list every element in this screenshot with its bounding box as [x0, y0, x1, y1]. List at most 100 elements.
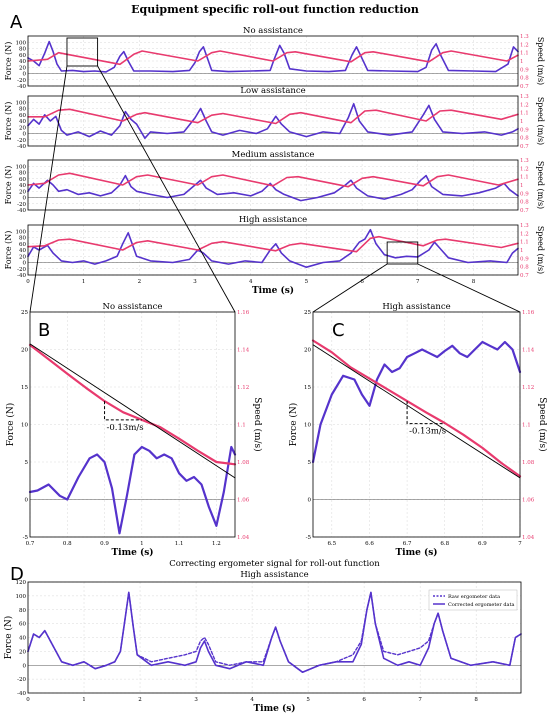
y-tick-label-left: 5 — [308, 460, 312, 466]
y-tick-label-left: 0 — [23, 196, 27, 202]
plot-frame — [27, 159, 519, 211]
legend-label: Corrected ergometer data — [448, 602, 515, 608]
y-axis-label-left: Force (N) — [288, 403, 299, 447]
y-tick-label-left: 80 — [19, 47, 26, 53]
y-tick-label-left: 5 — [25, 460, 29, 466]
y-tick-label-right: 1.3 — [520, 34, 529, 40]
speed-series-line — [27, 172, 519, 188]
y-tick-label-right: 0.7 — [520, 208, 529, 214]
chart-title: High assistance — [239, 215, 307, 225]
y-tick-label-left: 20 — [19, 65, 26, 71]
speed-series-line — [311, 339, 522, 478]
zoom-connector-line — [97, 65, 236, 313]
y-tick-label-left: 60 — [19, 53, 26, 59]
x-tick-label: 8 — [474, 697, 478, 703]
y-tick-label-left: 0 — [23, 72, 27, 78]
speed-series-line — [28, 343, 237, 466]
y-tick-label-right: 1.08 — [522, 460, 535, 466]
y-tick-label-right: 0.9 — [520, 127, 529, 133]
chart-subtitle: High assistance — [240, 570, 308, 580]
y-tick-label-right: 1.08 — [237, 460, 250, 466]
y-tick-label-right: 1.2 — [520, 102, 529, 108]
speed-series-line — [27, 108, 519, 125]
x-tick-label: 5 — [305, 279, 309, 285]
y-tick-label-right: 1.14 — [237, 348, 250, 354]
fit-line — [29, 343, 236, 479]
y-tick-label-right: 0.9 — [520, 191, 529, 197]
x-tick-label: 5 — [306, 697, 310, 703]
y-tick-label-right: 1.12 — [522, 385, 534, 391]
y-tick-label-left: -20 — [17, 202, 26, 208]
y-tick-label-right: 0.8 — [520, 200, 529, 206]
y-tick-label-left: 80 — [19, 107, 26, 113]
x-tick-label: 8 — [472, 279, 476, 285]
zoom-connector-line — [417, 263, 521, 313]
y-tick-label-left: 60 — [19, 242, 26, 248]
y-tick-label-left: 80 — [19, 236, 26, 242]
zoom-box-no-assistance — [66, 37, 99, 67]
y-tick-label-left: -40 — [17, 144, 26, 150]
y-tick-label-right: 1.12 — [237, 385, 249, 391]
y-tick-label-left: 40 — [19, 59, 26, 65]
y-tick-label-left: -40 — [17, 691, 26, 697]
y-tick-label-right: 1.1 — [520, 240, 529, 246]
y-axis-label-right: Speed (m/s) — [536, 97, 545, 145]
x-tick-label: 0.8 — [63, 541, 72, 547]
y-axis-label-left: Force (N) — [4, 166, 13, 205]
x-tick-label: 6.5 — [327, 541, 336, 547]
y-tick-label-left: 80 — [19, 608, 26, 614]
slope-annotation-label: -0.13m/s — [409, 427, 446, 437]
chart-title: Correcting ergometer signal for roll-out… — [169, 559, 380, 569]
x-tick-label: 7 — [518, 541, 522, 547]
y-tick-label-right: 1.1 — [520, 175, 529, 181]
zoom-box-high-assistance — [386, 241, 419, 265]
y-tick-label-right: 1.2 — [520, 42, 529, 48]
force-series-line — [27, 591, 522, 673]
x-tick-label: 3 — [193, 279, 197, 285]
y-tick-label-left: 0 — [23, 261, 27, 267]
legend-label: Raw ergometer data — [448, 594, 500, 600]
y-tick-label-left: 25 — [21, 310, 28, 316]
x-tick-label: 2 — [138, 279, 142, 285]
y-tick-label-right: 1.2 — [520, 166, 529, 172]
x-tick-label: 4 — [250, 697, 254, 703]
y-tick-label-left: 20 — [19, 649, 26, 655]
x-tick-label: 6.9 — [478, 541, 487, 547]
x-tick-label: 6 — [362, 697, 366, 703]
y-tick-label-left: 15 — [304, 385, 311, 391]
y-tick-label-right: 1.06 — [522, 498, 535, 504]
slope-annotation-label: -0.13m/s — [107, 423, 144, 433]
y-tick-label-left: -20 — [17, 138, 26, 144]
plot-frame — [27, 224, 519, 276]
y-tick-label-left: 20 — [21, 348, 28, 354]
chart-title: Medium assistance — [232, 150, 315, 160]
y-tick-label-left: -20 — [17, 267, 26, 273]
y-tick-label-right: 0.9 — [520, 67, 529, 73]
y-tick-label-left: 0 — [308, 498, 312, 504]
x-tick-label: 0.9 — [100, 541, 109, 547]
panel-letter-c: C — [332, 320, 345, 341]
y-axis-label-right: Speed (m/s) — [252, 397, 263, 451]
zoom-connector-line — [312, 263, 388, 313]
y-tick-label-left: 20 — [304, 348, 311, 354]
x-tick-label: 6.8 — [440, 541, 449, 547]
figure-title: Equipment specific roll-out function red… — [131, 3, 419, 16]
plot-frame — [312, 311, 521, 538]
x-tick-label: 6 — [360, 279, 364, 285]
x-tick-label: 2 — [138, 697, 142, 703]
y-tick-label-right: 0.8 — [520, 76, 529, 82]
y-tick-label-right: 1 — [520, 119, 524, 125]
y-tick-label-left: 10 — [304, 423, 311, 429]
y-tick-label-right: 1 — [520, 248, 524, 254]
speed-series-line — [27, 235, 519, 253]
y-tick-label-left: 25 — [304, 310, 311, 316]
y-tick-label-left: 100 — [16, 100, 27, 106]
x-tick-label: 4 — [249, 279, 253, 285]
x-axis-label: Time (s) — [395, 547, 437, 558]
force-series-line — [27, 228, 519, 268]
y-tick-label-left: 0 — [23, 663, 27, 669]
speed-series-line — [27, 50, 519, 66]
y-axis-label-left: Force (N) — [3, 616, 14, 660]
y-tick-label-left: 120 — [16, 580, 27, 586]
y-tick-label-left: 20 — [19, 189, 26, 195]
